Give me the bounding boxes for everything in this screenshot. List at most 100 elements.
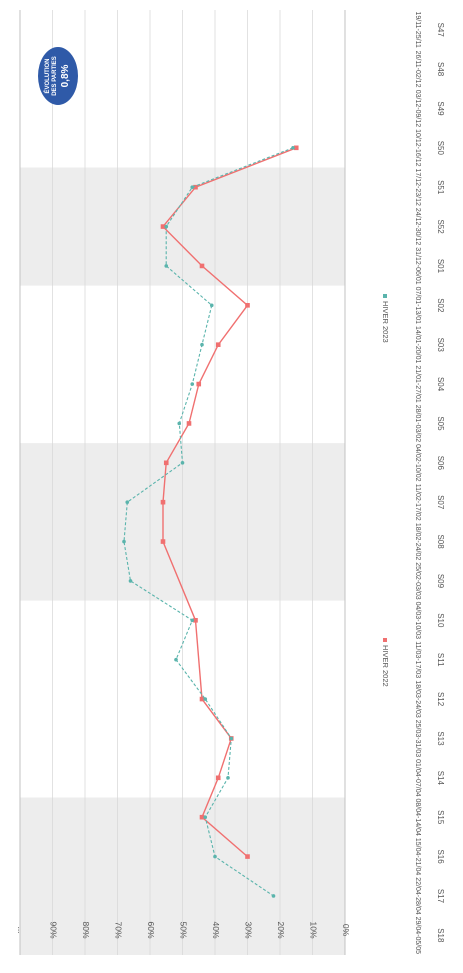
series-1-point-S51 xyxy=(190,185,195,189)
y-tick-label-10: 10% xyxy=(308,921,318,938)
series-1-point-S04 xyxy=(190,382,195,386)
legend-label-1: HIVER 2023 xyxy=(381,301,390,343)
series-1-point-S13 xyxy=(229,736,234,741)
x-category-date-S13: 25/03-31/03 xyxy=(414,720,421,757)
y-tick-label-0: 0% xyxy=(341,924,351,937)
series-1-point-S16 xyxy=(213,854,217,859)
y-axis-ticks: 0% 10% 20% 30% 40% 50% 60% 70% 80% 90%... xyxy=(16,921,351,938)
y-tick-label-100: ... xyxy=(16,926,26,933)
series-1-point-S01 xyxy=(164,264,169,268)
x-axis-categories: 19/11-25/11 S47 26/11-02/12 S48 03/12-09/12 S… xyxy=(414,12,445,955)
y-tick-label-90: 90% xyxy=(48,921,58,938)
x-category-week-S51: S51 xyxy=(436,180,445,195)
y-tick-label-80: 80% xyxy=(81,921,91,938)
series-1-point-S14 xyxy=(226,776,230,780)
series-0-point-S15 xyxy=(199,814,205,820)
series-0-point-S10 xyxy=(193,618,198,623)
series-1-point-S50 xyxy=(291,146,295,150)
y-tick-label-50: 50% xyxy=(178,921,188,938)
series-1-point-S07 xyxy=(125,500,130,504)
series-0-point-S04 xyxy=(196,381,202,387)
series-1-point-S05 xyxy=(177,421,182,426)
series-0-point-S02 xyxy=(245,303,250,308)
badge-line2: DES PARTIES xyxy=(52,56,58,96)
x-category-week-S08: S08 xyxy=(436,534,445,549)
x-category-week-S01: S01 xyxy=(436,259,445,274)
x-category-date-S12: 18/03-24/03 xyxy=(414,680,421,717)
x-category-date-S03: 14/01-20/01 xyxy=(414,326,421,363)
x-category-week-S06: S06 xyxy=(436,456,445,471)
series-1-point-S10 xyxy=(190,618,195,623)
x-category-week-S12: S12 xyxy=(436,692,445,707)
y-tick-label-70: 70% xyxy=(113,921,123,938)
x-category-date-S08: 18/02-24/02 xyxy=(414,523,421,560)
x-category-date-S09: 25/02-03/03 xyxy=(414,562,421,599)
grid-lines xyxy=(19,10,346,955)
x-category-date-S04: 21/01-27/01 xyxy=(414,365,421,402)
x-category-date-S10: 04/03-10/03 xyxy=(414,602,421,639)
badge-line1: ÉVOLUTION xyxy=(43,58,51,93)
badge-value: 0,8% xyxy=(60,64,71,87)
series-1-point-S03 xyxy=(200,342,204,347)
x-category-date-S01: 31/12-06/01 xyxy=(414,247,421,284)
series-lines xyxy=(122,145,299,898)
x-category-date-S52: 24/12-30/12 xyxy=(414,208,421,245)
series-0-point-S01 xyxy=(199,263,205,269)
x-category-week-S18: S18 xyxy=(436,928,445,943)
x-category-week-S16: S16 xyxy=(436,849,445,864)
series-1-point-S12 xyxy=(203,697,208,701)
x-category-week-S13: S13 xyxy=(436,731,445,746)
series-0-point-S16 xyxy=(245,854,250,859)
series-0-point-S14 xyxy=(215,775,221,781)
x-category-date-S51: 17/12-23/12 xyxy=(414,169,421,206)
evolution-badge: ÉVOLUTION DES PARTIES 0,8% xyxy=(38,47,78,105)
series-0-point-S51 xyxy=(193,184,198,190)
series-1 xyxy=(122,146,295,898)
y-tick-label-40: 40% xyxy=(211,921,221,938)
x-category-week-S49: S49 xyxy=(436,101,445,116)
x-category-week-S11: S11 xyxy=(436,653,445,667)
x-category-date-S48: 26/11-02/12 xyxy=(414,51,421,88)
x-category-date-S47: 19/11-25/11 xyxy=(414,12,421,48)
legend: HIVER 2022 HIVER 2023 xyxy=(381,294,390,687)
series-0-point-S52 xyxy=(160,224,166,229)
series-1-point-S17 xyxy=(271,894,276,898)
x-category-week-S15: S15 xyxy=(436,810,445,825)
x-category-week-S47: S47 xyxy=(436,23,445,38)
badge-ellipse xyxy=(38,47,78,105)
series-0-point-S03 xyxy=(215,342,221,347)
x-category-date-S15: 08/04-14/04 xyxy=(414,799,421,836)
legend-label-0: HIVER 2022 xyxy=(381,645,390,687)
x-category-week-S07: S07 xyxy=(436,495,445,510)
series-1-point-S09 xyxy=(128,579,133,583)
x-category-week-S03: S03 xyxy=(436,338,445,353)
x-category-week-S02: S02 xyxy=(436,298,445,313)
legend-swatch-1 xyxy=(383,294,387,298)
series-0 xyxy=(160,145,299,859)
x-category-week-S10: S10 xyxy=(436,613,445,628)
series-0-point-S12 xyxy=(199,696,205,702)
x-category-week-S48: S48 xyxy=(436,62,445,77)
x-category-date-S02: 07/01-13/01 xyxy=(414,287,421,324)
series-0-point-S06 xyxy=(163,460,169,466)
x-category-week-S17: S17 xyxy=(436,889,445,904)
series-1-point-S02 xyxy=(209,303,214,308)
x-category-week-S04: S04 xyxy=(436,377,445,392)
series-1-point-S06 xyxy=(180,461,185,465)
x-category-date-S50: 10/12-16/12 xyxy=(414,129,421,166)
x-category-date-S06: 04/02-10/02 xyxy=(414,444,421,481)
series-1-point-S52 xyxy=(164,224,169,229)
x-category-date-S07: 11/02-17/02 xyxy=(414,484,421,521)
x-category-week-S52: S52 xyxy=(436,219,445,234)
x-category-week-S05: S05 xyxy=(436,416,445,431)
series-1-point-S11 xyxy=(174,657,178,662)
x-category-date-S14: 01/04-07/04 xyxy=(414,759,421,796)
x-category-date-S16: 15/04-21/04 xyxy=(414,838,421,875)
series-0-point-S07 xyxy=(160,499,166,505)
y-tick-label-60: 60% xyxy=(146,921,156,938)
series-0-point-S50 xyxy=(293,145,299,151)
x-category-date-S18: 29/04-05/05 xyxy=(414,917,421,954)
x-category-date-S17: 22/04-28/04 xyxy=(414,877,421,914)
x-category-date-S05: 28/01-03/02 xyxy=(414,405,421,442)
